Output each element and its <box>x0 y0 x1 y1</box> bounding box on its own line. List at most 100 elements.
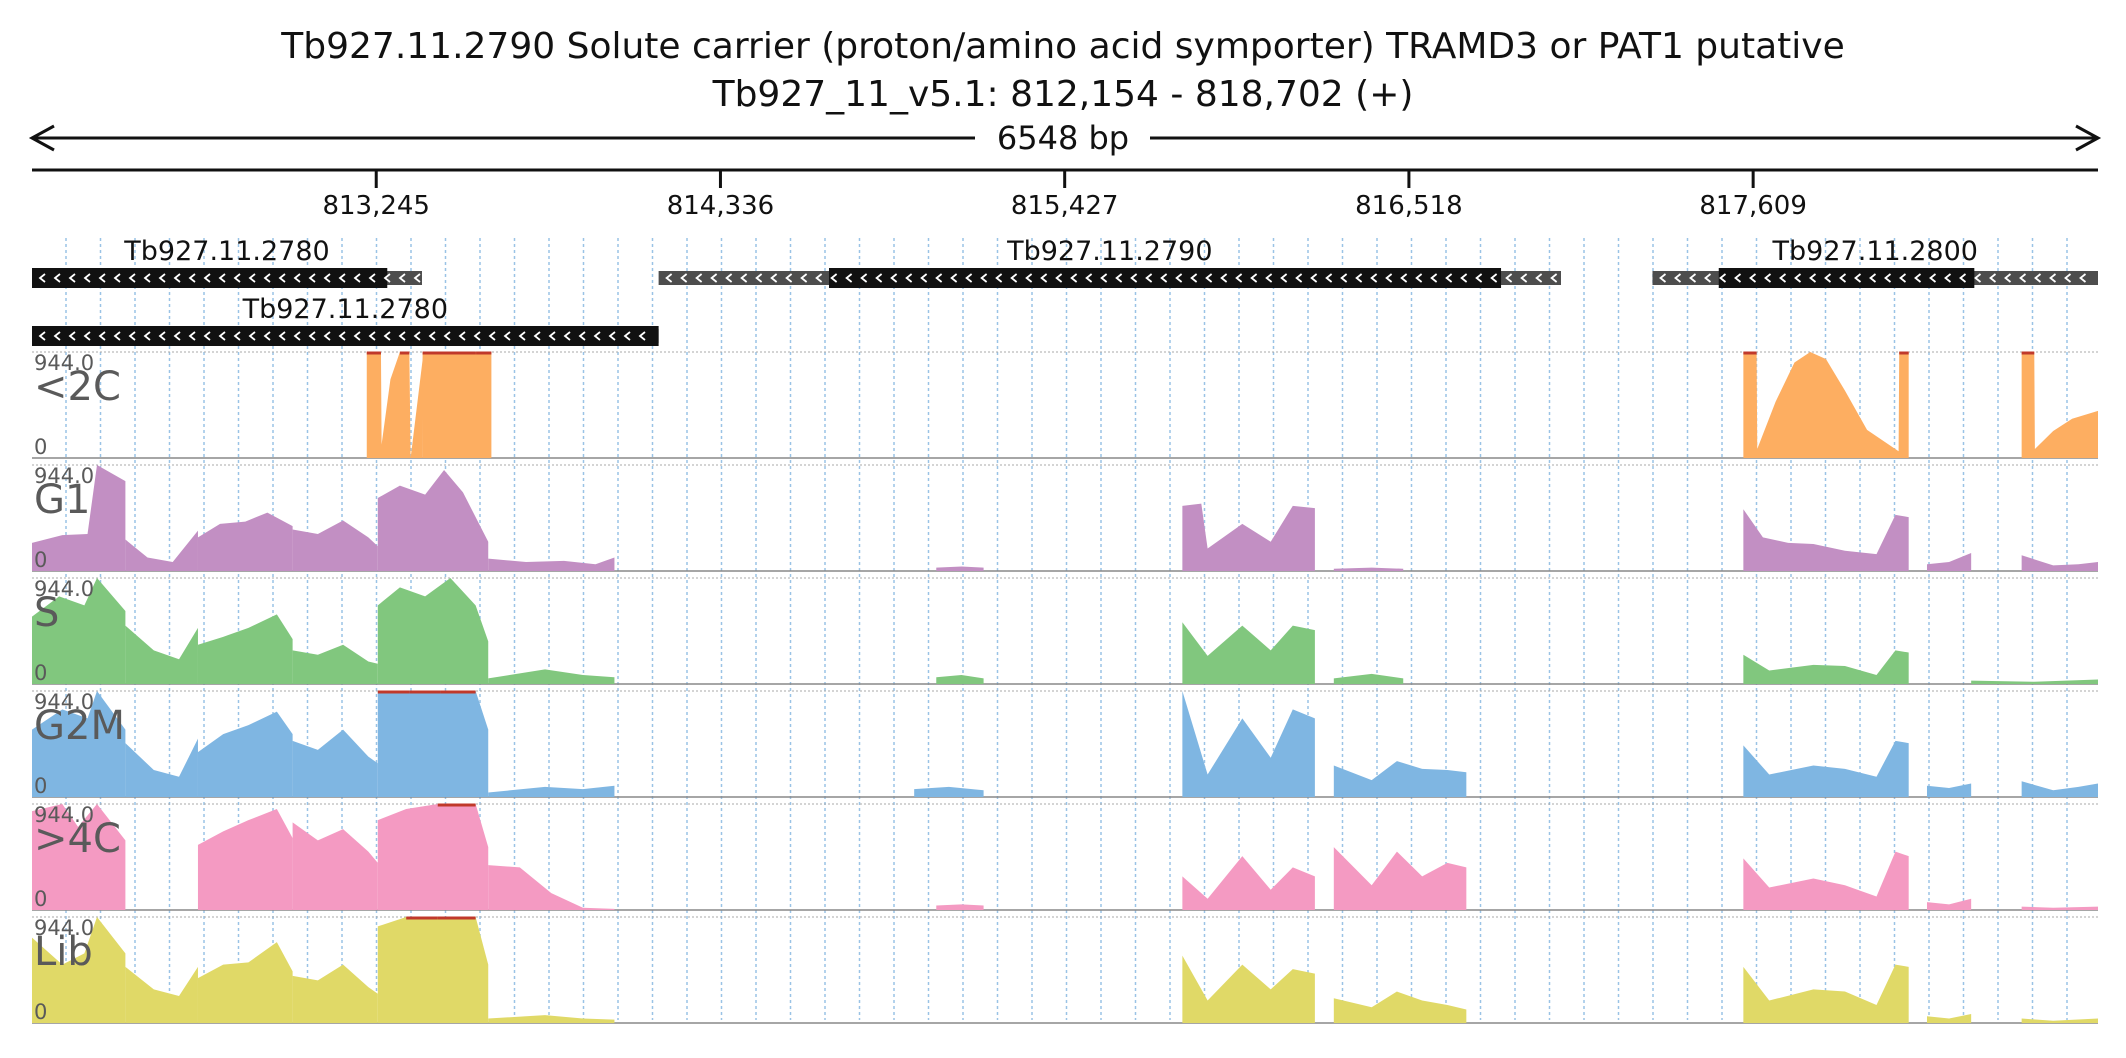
chart-title: Tb927.11.2790 Solute carrier (proton/ami… <box>280 26 1844 67</box>
strand-chevron <box>2079 273 2087 283</box>
coverage-area <box>32 465 126 571</box>
strand-chevron <box>1445 273 1453 283</box>
strand-chevron <box>368 273 376 283</box>
track-max-label: 944.0 <box>34 577 94 601</box>
strand-chevron <box>1160 273 1168 283</box>
gene-label: Tb927.11.2780 <box>242 294 448 325</box>
strand-chevron <box>68 331 76 341</box>
strand-chevron <box>473 331 481 341</box>
strand-chevron <box>1704 273 1712 283</box>
track-max-label: 944.0 <box>34 351 94 375</box>
strand-chevron <box>1505 273 1513 283</box>
strand-chevron <box>920 273 928 283</box>
strand-chevron <box>1794 273 1802 283</box>
strand-chevron <box>1719 273 1727 283</box>
strand-chevron <box>563 331 571 341</box>
strand-chevron <box>1085 273 1093 283</box>
strand-chevron <box>1190 273 1198 283</box>
length-label: 6548 bp <box>997 119 1129 157</box>
tick-label: 814,336 <box>667 191 775 221</box>
strand-chevron <box>965 273 973 283</box>
coverage-area <box>377 691 489 797</box>
coverage-area <box>1182 622 1315 684</box>
strand-chevron <box>263 331 271 341</box>
coverage-area <box>1333 761 1467 797</box>
gene-cds <box>828 268 1502 288</box>
ruler: 6548 bp 813,245 814,336 815,427 816,518 817,6… <box>28 119 2102 221</box>
strand-chevron <box>980 273 988 283</box>
strand-chevron <box>770 273 778 283</box>
strand-chevron <box>113 331 121 341</box>
strand-chevron <box>935 273 943 283</box>
track-name: <2C <box>34 364 121 410</box>
strand-chevron <box>53 273 61 283</box>
strand-chevron <box>593 331 601 341</box>
coverage-area <box>1333 847 1467 910</box>
coverage-area <box>1182 691 1315 797</box>
strand-chevron <box>38 273 46 283</box>
strand-chevron <box>1010 273 1018 283</box>
strand-chevron <box>218 273 226 283</box>
track-min-label: 0 <box>34 887 47 911</box>
coverage-area <box>377 917 489 1023</box>
gene-cds <box>32 268 388 288</box>
strand-chevron <box>1130 273 1138 283</box>
strand-chevron <box>1115 273 1123 283</box>
coverage-area <box>197 512 293 571</box>
strand-chevron <box>518 331 526 341</box>
gene-label: Tb927.11.2780 <box>123 236 329 267</box>
strand-chevron <box>695 273 703 283</box>
strand-chevron <box>1400 273 1408 283</box>
track-name: Lib <box>34 929 93 975</box>
strand-chevron <box>1280 273 1288 283</box>
strand-chevron <box>1070 273 1078 283</box>
strand-chevron <box>680 273 688 283</box>
coverage-area <box>292 822 378 910</box>
strand-chevron <box>905 273 913 283</box>
coverage-area <box>1926 1014 1972 1023</box>
coverage-area <box>292 964 378 1023</box>
arrowhead-left <box>28 124 55 152</box>
strand-chevron <box>2049 273 2057 283</box>
coverage-area <box>1743 740 1909 797</box>
strand-chevron <box>98 273 106 283</box>
coverage-area <box>125 966 198 1023</box>
strand-chevron <box>740 273 748 283</box>
coverage-area <box>936 566 984 571</box>
strand-chevron <box>1839 273 1847 283</box>
strand-chevron <box>1490 273 1498 283</box>
strand-chevron <box>1959 273 1967 283</box>
coverage-area <box>1926 783 1972 797</box>
tick-label: 813,245 <box>322 191 430 221</box>
strand-chevron <box>1869 273 1877 283</box>
strand-chevron <box>173 331 181 341</box>
strand-chevron <box>1475 273 1483 283</box>
strand-chevron <box>248 331 256 341</box>
strand-chevron <box>233 273 241 283</box>
strand-chevron <box>203 331 211 341</box>
strand-chevron <box>1535 273 1543 283</box>
strand-chevron <box>710 273 718 283</box>
coverage-area <box>2021 555 2098 571</box>
strand-chevron <box>1310 273 1318 283</box>
strand-chevron <box>1824 273 1832 283</box>
strand-chevron <box>38 331 46 341</box>
strand-chevron <box>1944 273 1952 283</box>
strand-chevron <box>83 273 91 283</box>
coverage-area <box>1333 991 1467 1023</box>
strand-chevron <box>428 331 436 341</box>
strand-chevron <box>143 273 151 283</box>
strand-chevron <box>2004 273 2012 283</box>
strand-chevron <box>68 273 76 283</box>
coverage-area <box>197 614 293 684</box>
coverage-area <box>488 669 615 684</box>
strand-chevron <box>278 273 286 283</box>
strand-chevron <box>398 331 406 341</box>
gene-track: Tb927.11.2780 Tb927.11.2780 Tb927.11.2790 T… <box>32 236 2098 346</box>
strand-chevron <box>1040 273 1048 283</box>
coverage-area <box>125 625 198 684</box>
coverage-area <box>366 352 424 458</box>
coverage-area <box>377 804 489 910</box>
